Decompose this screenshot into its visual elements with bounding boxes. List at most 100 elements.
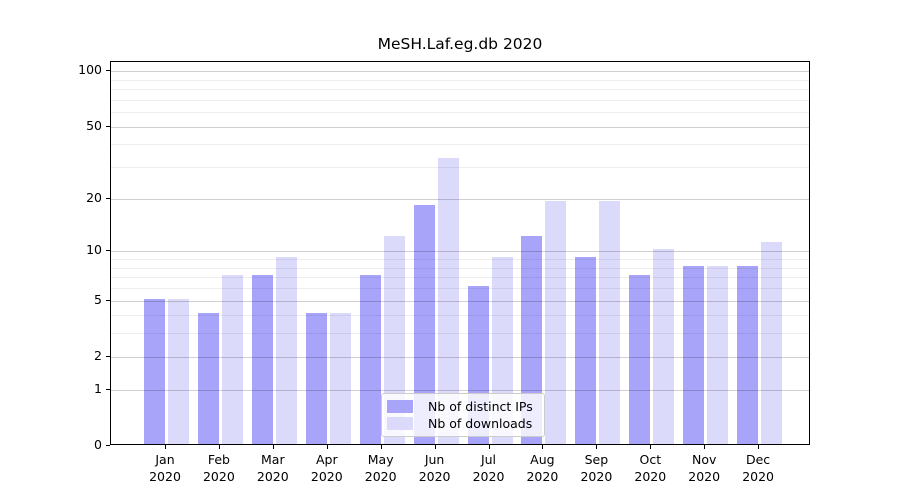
x-tick-mark — [326, 445, 328, 449]
y-tick-mark — [106, 125, 110, 127]
x-tick-month: Jan — [155, 452, 175, 467]
x-tick-mark — [704, 445, 706, 449]
bar-downloads-feb — [221, 275, 243, 444]
x-tick-label: Jun 2020 — [405, 452, 465, 485]
x-tick-label: May 2020 — [351, 452, 411, 485]
gridline-major — [111, 71, 809, 73]
x-tick-mark — [434, 445, 436, 449]
x-tick-mark — [758, 445, 760, 449]
x-tick-label: Nov 2020 — [674, 452, 734, 485]
bar-downloads-mar — [275, 257, 297, 444]
y-tick-mark — [106, 70, 110, 72]
bar-ips-feb — [197, 313, 219, 444]
x-tick-label: Feb 2020 — [189, 452, 249, 485]
x-tick-year: 2020 — [526, 468, 559, 484]
y-tick-label: 1 — [94, 380, 102, 396]
bar-ips-jun — [413, 204, 435, 444]
x-tick-month: Jun — [424, 452, 445, 467]
x-tick-year: 2020 — [256, 468, 289, 484]
x-tick-label: Sep 2020 — [566, 452, 626, 485]
gridline-minor — [111, 288, 809, 289]
x-tick-year: 2020 — [202, 468, 235, 484]
bar-ips-may — [359, 275, 381, 444]
x-tick-month: Aug — [530, 452, 555, 467]
legend-label: Nb of distinct IPs — [428, 399, 533, 414]
legend-swatch — [387, 417, 413, 430]
bar-ips-mar — [251, 275, 273, 444]
gridline-minor — [111, 144, 809, 146]
x-tick-year: 2020 — [418, 468, 451, 484]
bar-downloads-jun — [437, 157, 459, 444]
y-tick-mark — [106, 299, 110, 301]
y-tick-mark — [106, 197, 110, 199]
y-tick-mark — [106, 250, 110, 252]
x-tick-mark — [596, 445, 598, 449]
x-tick-year: 2020 — [149, 468, 181, 484]
bar-ips-dec — [737, 265, 759, 444]
bar-downloads-nov — [707, 265, 729, 444]
bar-ips-oct — [629, 275, 651, 444]
plot-area — [110, 61, 810, 445]
x-tick-month: Dec — [745, 452, 771, 467]
x-tick-year: 2020 — [472, 468, 505, 484]
x-tick-label: Apr 2020 — [297, 452, 357, 485]
gridline-minor — [111, 99, 809, 101]
gridline-minor — [111, 167, 809, 169]
x-tick-year: 2020 — [688, 468, 721, 484]
gridline-minor — [111, 89, 809, 91]
legend-row: Nb of downloads — [387, 415, 539, 432]
chart-title: MeSH.Laf.eg.db 2020 — [377, 35, 543, 53]
y-tick-label: 0 — [94, 437, 102, 452]
bar-ips-apr — [305, 313, 327, 444]
x-tick-label: Aug 2020 — [512, 452, 572, 485]
x-tick-month: Mar — [261, 452, 285, 467]
x-tick-mark — [165, 445, 166, 449]
x-tick-month: Jul — [480, 452, 497, 467]
x-tick-year: 2020 — [742, 468, 774, 484]
bar-downloads-may — [383, 235, 405, 444]
x-tick-mark — [650, 445, 652, 449]
x-tick-label: Jan 2020 — [135, 452, 195, 485]
bar-downloads-apr — [329, 313, 351, 444]
bar-downloads-oct — [653, 249, 675, 444]
y-tick-label: 100 — [78, 62, 102, 78]
x-tick-year: 2020 — [634, 468, 667, 484]
y-tick-mark — [106, 388, 110, 390]
gridline-major — [111, 198, 809, 200]
bar-downloads-jan — [168, 298, 189, 444]
y-tick-label: 5 — [94, 291, 102, 307]
x-tick-mark — [380, 445, 382, 449]
legend-row: Nb of distinct IPs — [387, 398, 539, 415]
bar-downloads-aug — [545, 200, 567, 444]
x-tick-month: Sep — [584, 452, 609, 467]
x-tick-mark — [272, 445, 274, 449]
gridline-minor — [111, 112, 809, 114]
bar-ips-nov — [683, 265, 705, 444]
legend: Nb of distinct IPs Nb of downloads — [381, 393, 545, 437]
bar-ips-aug — [521, 235, 543, 444]
x-tick-label: Mar 2020 — [243, 452, 303, 485]
bar-downloads-dec — [761, 242, 783, 444]
gridline-minor — [111, 277, 809, 279]
x-tick-month: May — [367, 452, 394, 467]
x-tick-label: Jul 2020 — [459, 452, 519, 485]
x-tick-label: Dec 2020 — [728, 452, 788, 485]
x-tick-year: 2020 — [364, 468, 397, 484]
y-tick-label: 50 — [86, 117, 102, 133]
bar-downloads-sep — [599, 200, 621, 444]
x-tick-month: Nov — [691, 452, 717, 467]
gridline-minor — [111, 259, 809, 260]
x-tick-mark — [542, 445, 544, 449]
x-tick-mark — [488, 445, 490, 449]
legend-label: Nb of downloads — [428, 416, 533, 431]
bar-ips-sep — [575, 257, 597, 444]
x-tick-mark — [218, 445, 220, 449]
gridline-minor — [111, 267, 809, 269]
gridline-minor — [111, 79, 809, 81]
bar-ips-jan — [144, 298, 165, 444]
x-tick-year: 2020 — [310, 468, 343, 484]
y-tick-label: 2 — [94, 347, 102, 363]
gridline-major — [111, 300, 809, 302]
x-tick-month: Apr — [315, 452, 338, 467]
